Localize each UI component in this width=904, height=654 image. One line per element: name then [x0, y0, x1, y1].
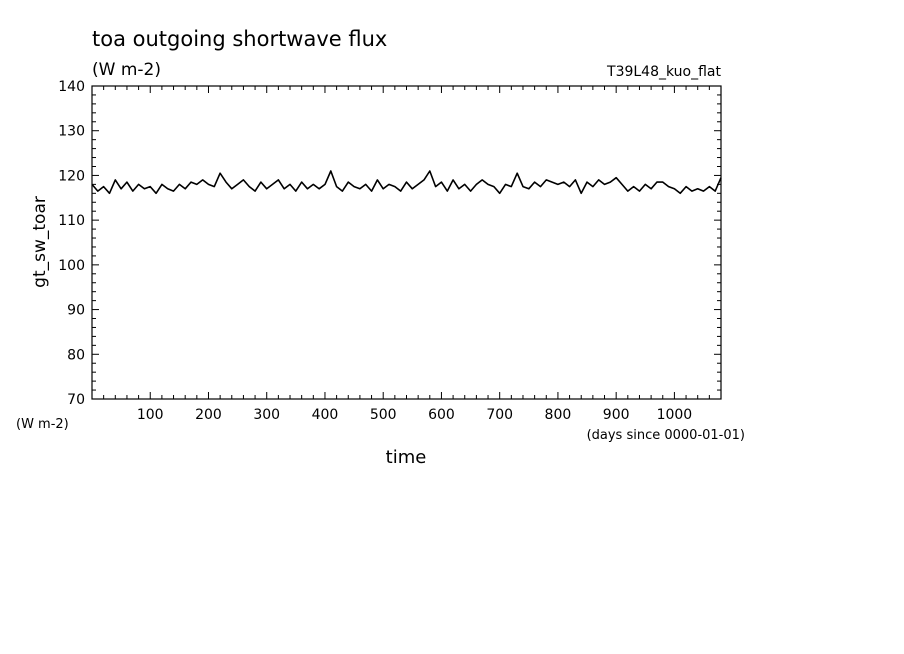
x-tick-label: 100	[137, 407, 164, 423]
y-tick-label: 120	[58, 168, 85, 184]
y-tick-label: 110	[58, 213, 85, 229]
y-axis-label: gt_sw_toar	[30, 196, 50, 288]
x-tick-label: 400	[312, 407, 339, 423]
chart-title: toa outgoing shortwave flux	[92, 27, 387, 51]
x-axis-label: time	[386, 447, 427, 468]
x-tick-label: 900	[603, 407, 630, 423]
x-tick-label: 500	[370, 407, 397, 423]
x-tick-label: 800	[545, 407, 572, 423]
y-tick-label: 80	[67, 347, 85, 363]
y-tick-label: 100	[58, 258, 85, 274]
x-tick-label: 200	[195, 407, 222, 423]
y-axis: 70 80 90 100 110 120 130 140	[58, 79, 721, 408]
chart-subtitle: (W m-2)	[92, 60, 161, 80]
y-tick-label: 140	[58, 79, 85, 95]
x-axis: 100 200 300 400 500 600 700 800 900 1000	[103, 86, 710, 423]
y-units-label: (W m-2)	[16, 417, 69, 432]
run-label: T39L48_kuo_flat	[606, 64, 721, 80]
y-tick-label: 130	[58, 124, 85, 140]
x-units-label: (days since 0000-01-01)	[587, 428, 745, 443]
x-tick-label: 700	[486, 407, 513, 423]
x-tick-label: 1000	[657, 407, 693, 423]
y-tick-label: 70	[67, 392, 85, 408]
series-line	[91, 170, 722, 195]
x-tick-label: 600	[428, 407, 455, 423]
plot-frame	[91, 85, 722, 400]
x-tick-label: 300	[253, 407, 280, 423]
series-layer	[91, 170, 722, 195]
y-tick-label: 90	[67, 303, 85, 319]
